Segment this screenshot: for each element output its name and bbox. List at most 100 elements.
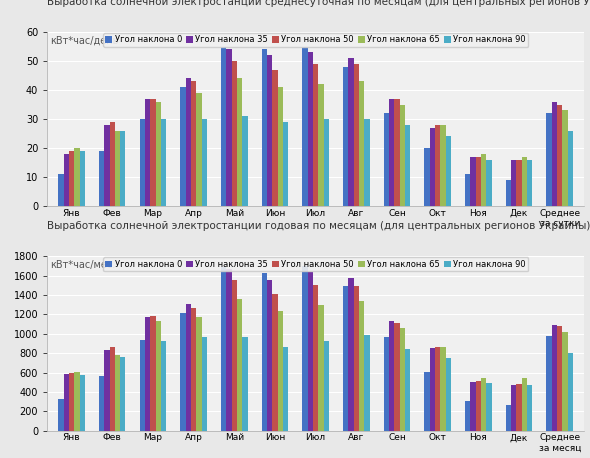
Bar bbox=[237, 78, 242, 206]
Bar bbox=[562, 110, 568, 206]
Bar bbox=[568, 131, 573, 206]
Bar bbox=[552, 102, 557, 206]
Bar bbox=[99, 376, 104, 431]
Bar bbox=[156, 102, 161, 206]
Bar bbox=[405, 349, 410, 431]
Bar bbox=[58, 174, 64, 206]
Bar bbox=[318, 305, 323, 431]
Bar bbox=[313, 285, 318, 431]
Text: Выработка солнечной электростанции среднесуточная по месяцам (для центральных ре: Выработка солнечной электростанции средн… bbox=[47, 0, 590, 7]
Bar bbox=[80, 376, 85, 431]
Bar bbox=[348, 58, 353, 206]
Bar bbox=[145, 99, 150, 206]
Bar bbox=[278, 87, 283, 206]
Bar bbox=[359, 82, 364, 206]
Bar bbox=[140, 119, 145, 206]
Bar bbox=[58, 398, 64, 431]
Bar bbox=[506, 405, 511, 431]
Bar bbox=[191, 82, 196, 206]
Bar bbox=[486, 383, 491, 431]
Bar bbox=[476, 157, 481, 206]
Bar bbox=[150, 316, 156, 431]
Bar bbox=[364, 119, 369, 206]
Bar bbox=[202, 337, 207, 431]
Legend: Угол наклона 0, Угол наклона 35, Угол наклона 50, Угол наклона 65, Угол наклона : Угол наклона 0, Угол наклона 35, Угол на… bbox=[103, 257, 529, 271]
Bar bbox=[110, 122, 115, 206]
Text: кВт*час/мес.: кВт*час/мес. bbox=[50, 260, 115, 270]
Bar bbox=[399, 104, 405, 206]
Bar bbox=[232, 280, 237, 431]
Bar bbox=[399, 328, 405, 431]
Bar bbox=[196, 93, 202, 206]
Bar bbox=[181, 312, 186, 431]
Bar bbox=[445, 136, 451, 206]
Bar bbox=[516, 384, 522, 431]
Bar bbox=[120, 131, 126, 206]
Bar bbox=[348, 278, 353, 431]
Bar bbox=[161, 341, 166, 431]
Bar bbox=[140, 340, 145, 431]
Bar bbox=[323, 119, 329, 206]
Bar bbox=[64, 154, 69, 206]
Bar bbox=[481, 378, 486, 431]
Bar bbox=[232, 61, 237, 206]
Bar bbox=[150, 99, 156, 206]
Bar bbox=[120, 357, 126, 431]
Bar bbox=[202, 119, 207, 206]
Bar bbox=[394, 323, 399, 431]
Bar bbox=[568, 353, 573, 431]
Bar bbox=[221, 267, 227, 431]
Text: Выработка солнечной электростанции годовая по месяцам (для центральных регионов : Выработка солнечной электростанции годов… bbox=[47, 221, 590, 231]
Bar bbox=[522, 157, 527, 206]
Bar bbox=[80, 151, 85, 206]
Bar bbox=[435, 347, 440, 431]
Bar bbox=[303, 47, 308, 206]
Legend: Угол наклона 0, Угол наклона 35, Угол наклона 50, Угол наклона 65, Угол наклона : Угол наклона 0, Угол наклона 35, Угол на… bbox=[103, 33, 529, 47]
Bar bbox=[278, 311, 283, 431]
Bar bbox=[527, 385, 532, 431]
Bar bbox=[465, 401, 470, 431]
Bar bbox=[384, 337, 389, 431]
Bar bbox=[384, 113, 389, 206]
Bar bbox=[481, 154, 486, 206]
Bar bbox=[546, 113, 552, 206]
Bar bbox=[104, 350, 110, 431]
Bar bbox=[313, 64, 318, 206]
Bar bbox=[145, 317, 150, 431]
Bar bbox=[430, 128, 435, 206]
Text: кВт*час/день: кВт*час/день bbox=[50, 36, 118, 45]
Bar bbox=[476, 381, 481, 431]
Bar bbox=[308, 52, 313, 206]
Bar bbox=[161, 119, 166, 206]
Bar bbox=[74, 148, 80, 206]
Bar bbox=[242, 337, 248, 431]
Bar bbox=[99, 151, 104, 206]
Bar bbox=[527, 160, 532, 206]
Bar bbox=[191, 308, 196, 431]
Bar bbox=[237, 299, 242, 431]
Bar bbox=[69, 151, 74, 206]
Bar bbox=[343, 286, 348, 431]
Bar bbox=[389, 321, 394, 431]
Bar bbox=[430, 349, 435, 431]
Bar bbox=[511, 385, 516, 431]
Bar bbox=[465, 174, 470, 206]
Bar bbox=[557, 326, 562, 431]
Bar bbox=[273, 294, 278, 431]
Bar bbox=[227, 269, 232, 431]
Bar bbox=[273, 70, 278, 206]
Bar bbox=[440, 347, 445, 431]
Bar bbox=[470, 382, 476, 431]
Bar bbox=[181, 87, 186, 206]
Bar bbox=[308, 272, 313, 431]
Bar bbox=[104, 125, 110, 206]
Bar bbox=[303, 266, 308, 431]
Bar bbox=[115, 355, 120, 431]
Bar bbox=[156, 321, 161, 431]
Bar bbox=[506, 180, 511, 206]
Bar bbox=[221, 47, 227, 206]
Bar bbox=[424, 371, 430, 431]
Bar bbox=[389, 99, 394, 206]
Bar bbox=[69, 372, 74, 431]
Bar bbox=[353, 64, 359, 206]
